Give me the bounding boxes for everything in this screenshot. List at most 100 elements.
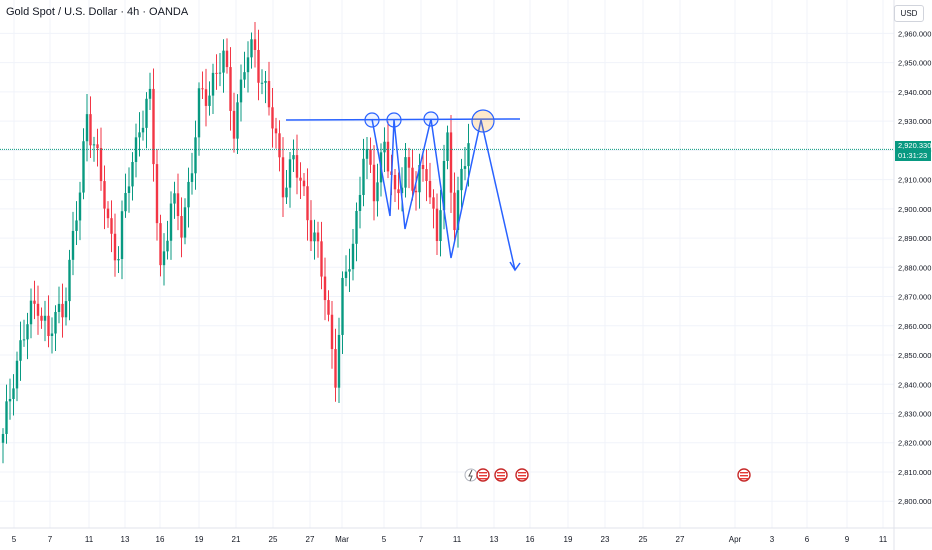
us-flag-event-icon[interactable] (515, 468, 529, 482)
events-row[interactable] (464, 468, 751, 482)
candle-body (8, 398, 12, 402)
currency-selector[interactable]: USD (894, 5, 924, 22)
candle-body (386, 141, 390, 172)
candle-body (264, 80, 267, 83)
candle-body (439, 210, 442, 242)
candle-body (320, 241, 323, 277)
candle-body (397, 189, 400, 194)
candle-body (453, 192, 456, 231)
candle-body (148, 88, 152, 99)
candle-body (211, 72, 215, 96)
candle-body (246, 57, 250, 73)
candle-body (71, 230, 75, 260)
candle-body (271, 107, 274, 129)
candle-body (372, 164, 376, 202)
candle-body (5, 401, 8, 434)
candle-body (393, 175, 397, 190)
lightning-event-icon[interactable] (464, 468, 478, 482)
candle-body (120, 211, 124, 260)
time-tick-label: 3 (770, 535, 775, 544)
price-tick-label: 2,890.000 (898, 234, 931, 243)
candle-body (141, 127, 145, 133)
candle-body (99, 148, 103, 182)
candle-body (89, 114, 92, 146)
candle-body (383, 141, 386, 153)
zigzag-pattern[interactable] (371, 118, 516, 271)
time-tick-label: 27 (306, 535, 315, 544)
price-tick-label: 2,800.000 (898, 497, 931, 506)
candle-body (162, 251, 166, 266)
candle-body (229, 67, 232, 111)
candle-body (285, 187, 288, 198)
candle-body (274, 128, 278, 134)
us-flag-event-icon[interactable] (737, 468, 751, 482)
time-tick-label: 11 (453, 535, 462, 544)
resistance-line[interactable] (285, 118, 521, 121)
candle-body (432, 197, 435, 209)
candle-body (131, 162, 134, 187)
candle-body (187, 181, 190, 208)
candle-body (435, 208, 439, 242)
candle-body (299, 177, 302, 181)
time-tick-label: 16 (156, 535, 165, 544)
top-marker-1[interactable] (364, 112, 380, 128)
candle-body (460, 168, 463, 191)
time-tick-label: 16 (526, 535, 535, 544)
price-tick-label: 2,870.000 (898, 293, 931, 302)
candle-body (288, 159, 292, 188)
candle-body (180, 216, 183, 238)
candle-body (351, 243, 355, 270)
candle-body (159, 223, 162, 266)
us-flag-event-icon[interactable] (494, 468, 508, 482)
candle-body (155, 164, 159, 224)
candle-body (292, 155, 295, 160)
last-price-value: 2,920.330 (898, 141, 932, 150)
candle-body (50, 333, 54, 336)
price-tick-label: 2,910.000 (898, 176, 931, 185)
projection-arrowhead (509, 261, 521, 272)
top-marker-3[interactable] (423, 111, 439, 127)
candle-body (418, 164, 421, 193)
candle-body (169, 203, 173, 241)
candle-body (337, 334, 341, 388)
candle-body (428, 180, 432, 198)
candle-body (376, 182, 379, 202)
time-tick-label: 19 (195, 535, 204, 544)
candle-body (302, 180, 306, 187)
top-marker-2[interactable] (386, 112, 402, 128)
price-axis-panel[interactable] (894, 0, 932, 550)
candle-body (75, 220, 78, 231)
price-tick-label: 2,960.000 (898, 29, 931, 38)
candle-body (400, 187, 404, 194)
candle-body (257, 49, 260, 83)
candle-body (358, 195, 362, 211)
candle-body (267, 80, 271, 108)
candle-body (306, 186, 309, 221)
candle-body (236, 102, 239, 139)
top-marker-4[interactable] (471, 109, 495, 133)
candle-body (43, 315, 47, 321)
pattern-drawing[interactable] (285, 109, 521, 272)
time-tick-label: 7 (48, 535, 53, 544)
candle-body (323, 276, 327, 301)
candle-body (355, 210, 358, 244)
chart-grid (0, 0, 894, 528)
price-tick-label: 2,830.000 (898, 410, 931, 419)
time-axis-labels: 5 7 11 13 16 19 21 25 27 Mar 5 7 11 13 16 19 23 25 27 Apr 3 6… (12, 535, 888, 544)
time-tick-label: 25 (639, 535, 648, 544)
candle-body (19, 340, 22, 361)
us-flag-event-icon[interactable] (476, 468, 490, 482)
candle-body (127, 186, 131, 194)
time-tick-label: 25 (269, 535, 278, 544)
candle-body (176, 193, 180, 217)
candle-body (316, 232, 320, 242)
candle-body (54, 311, 57, 334)
candle-body (365, 149, 369, 159)
time-tick-label: 9 (845, 535, 850, 544)
candle-body (425, 169, 428, 181)
candle-body (218, 72, 222, 74)
candle-body (456, 190, 460, 231)
candle-body (404, 157, 407, 188)
candle-body (407, 157, 411, 168)
